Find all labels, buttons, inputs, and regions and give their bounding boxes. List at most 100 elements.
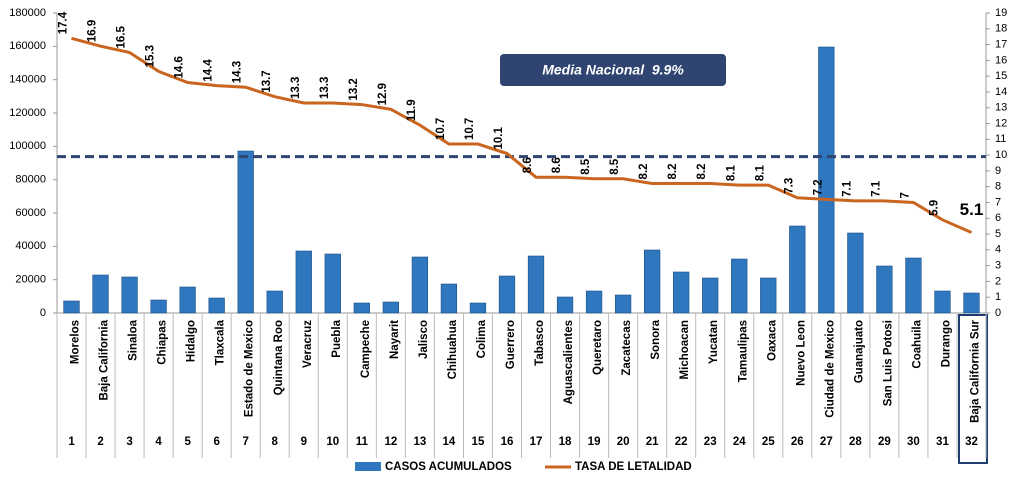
- bar: [324, 253, 341, 314]
- y2-tick-label: 2: [995, 275, 1001, 287]
- x-tick-label: Colima: [476, 319, 488, 358]
- value-label: 8.6: [551, 157, 563, 173]
- bar: [121, 276, 138, 314]
- x-tick-label: Tabasco: [534, 320, 546, 366]
- category-number: 32: [965, 436, 978, 448]
- x-tick-label: Nayarit: [389, 320, 401, 359]
- bar: [876, 265, 893, 314]
- annotation: Media Nacional 9.9%: [542, 62, 684, 78]
- value-label: 13.2: [348, 78, 360, 100]
- y2-tick-label: 0: [995, 307, 1001, 319]
- y2-tick-label: 9: [995, 165, 1001, 177]
- x-tick-label: Guerrero: [505, 320, 517, 369]
- x-tick-label: Morelos: [70, 320, 82, 364]
- bar: [585, 290, 603, 314]
- value-label: 12.9: [377, 83, 389, 105]
- category-number: 27: [820, 436, 833, 448]
- y2-tick-label: 5: [995, 228, 1001, 240]
- x-tick-label: Hidalgo: [186, 320, 198, 362]
- category-number: 29: [878, 436, 891, 448]
- x-tick-label: Nuevo Leon: [795, 320, 807, 386]
- category-number: 2: [97, 436, 103, 448]
- y-tick-label: 180000: [9, 7, 46, 19]
- y-tick-label: 0: [40, 307, 46, 319]
- x-tick-label: Sinaloa: [128, 319, 140, 361]
- x-tick-label: Chiapas: [157, 320, 169, 365]
- value-label: 8.6: [522, 157, 534, 173]
- bar: [644, 249, 661, 314]
- bar: [353, 302, 370, 314]
- x-tick-label: Guanajuato: [853, 320, 865, 383]
- value-label: 7.3: [783, 178, 795, 194]
- y2-tick-label: 11: [995, 133, 1006, 145]
- bar: [498, 275, 516, 314]
- value-label: 14.6: [174, 56, 186, 78]
- value-label: 17.4: [58, 11, 70, 34]
- value-label: 10.7: [435, 118, 447, 140]
- value-label: 15.3: [145, 45, 157, 67]
- y2-tick-label: 6: [995, 212, 1001, 224]
- category-number: 28: [849, 436, 862, 448]
- category-number: 19: [588, 436, 601, 448]
- bar: [527, 255, 545, 314]
- bar: [934, 290, 951, 314]
- bar: [556, 296, 574, 314]
- category-number: 17: [530, 436, 543, 448]
- category-number: 31: [936, 436, 949, 448]
- bar: [208, 297, 225, 314]
- line: [71, 36, 973, 234]
- x-tick-label: Coahuila: [911, 319, 923, 368]
- category-number: 11: [356, 436, 369, 448]
- category-number: 5: [184, 436, 191, 448]
- value-label: 14.3: [232, 61, 244, 83]
- bar: [237, 150, 254, 314]
- value-label: 5.9: [928, 200, 940, 216]
- category-number: 26: [791, 436, 804, 448]
- category-number: 20: [617, 436, 630, 448]
- x-tick-label: Sonora: [650, 319, 662, 359]
- bar: [179, 286, 196, 314]
- y2-tick-label: 10: [995, 149, 1007, 161]
- y2-tick-label: 4: [995, 244, 1001, 256]
- x-tick-label: Tamaulipas: [737, 320, 749, 382]
- value-label: 8.2: [638, 164, 650, 180]
- bar: [411, 256, 429, 314]
- x-tick-label: Puebla: [331, 319, 343, 357]
- y2-tick-label: 14: [995, 86, 1007, 98]
- bar: [905, 257, 922, 314]
- value-label: 8.2: [667, 164, 679, 180]
- y2-tick-label: 1: [995, 291, 1001, 303]
- y-tick-label: 60000: [15, 207, 46, 219]
- category-number: 12: [384, 436, 397, 448]
- bar: [295, 250, 312, 314]
- category-number: 25: [762, 436, 775, 448]
- highlight-box: [958, 314, 988, 464]
- legend-label: CASOS ACUMULADOS: [385, 461, 512, 473]
- y-tick-label: 80000: [15, 174, 46, 186]
- y2-tick-label: 15: [995, 70, 1007, 82]
- category-number: 6: [213, 436, 219, 448]
- annotation-box: [500, 54, 726, 86]
- y-tick-label: 160000: [9, 40, 46, 52]
- bar: [440, 283, 458, 314]
- category-number: 16: [501, 436, 514, 448]
- x-tick-label: Oaxaca: [766, 319, 778, 361]
- bar: [150, 299, 167, 314]
- y-tick-label: 100000: [9, 140, 46, 152]
- legend-swatch: [355, 462, 381, 471]
- bar: [963, 292, 980, 314]
- category-number: 18: [559, 436, 572, 448]
- x-tick-label: Baja California Sur: [970, 319, 982, 422]
- x-tick-label: Durango: [940, 320, 952, 367]
- category-number: 24: [733, 436, 746, 448]
- x-tick-label: Zacatecas: [621, 320, 633, 376]
- x-tick-label: Baja California: [99, 319, 111, 400]
- bar: [469, 302, 487, 314]
- y2-tick-label: 7: [995, 196, 1001, 208]
- y-tick-label: 120000: [9, 107, 46, 119]
- y2-tick-label: 17: [995, 38, 1007, 50]
- x-tick-label: Jalisco: [418, 320, 430, 359]
- y-tick-label: 20000: [15, 274, 46, 286]
- bar: [266, 290, 283, 314]
- bar: [702, 277, 719, 314]
